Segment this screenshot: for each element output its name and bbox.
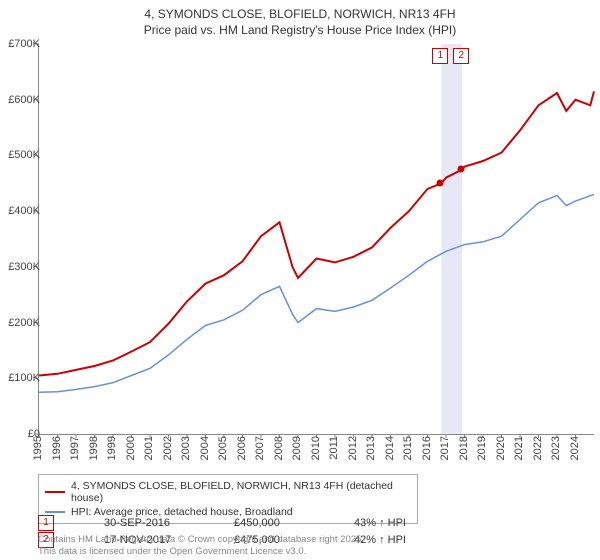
marker-dot [458,166,465,173]
x-axis-tick-label: 2011 [328,436,340,460]
transaction-delta: 43% ↑ HPI [354,517,406,529]
x-axis-tick-label: 2022 [532,436,544,460]
footer-copyright: Contains HM Land Registry data © Crown c… [38,534,364,546]
x-axis-tick-label: 2002 [162,436,174,460]
x-axis-tick-label: 2024 [569,436,581,460]
x-axis-tick-label: 2005 [217,436,229,460]
x-axis-tick-label: 2012 [347,436,359,460]
x-axis-tick-label: 2010 [310,436,322,460]
marker-flag: 2 [453,48,469,64]
x-axis-tick-label: 2004 [199,436,211,460]
marker-flag: 1 [432,48,448,64]
x-axis-tick-label: 2018 [458,436,470,460]
series-line [39,194,594,392]
x-axis-tick-label: 2015 [402,436,414,460]
x-axis-tick-label: 1999 [106,436,118,460]
x-axis-tick-label: 2019 [476,436,488,460]
chart-title-line1: 4, SYMONDS CLOSE, BLOFIELD, NORWICH, NR1… [0,6,600,22]
x-axis-tick-label: 1996 [51,436,63,460]
x-axis-tick-label: 2003 [180,436,192,460]
x-axis-tick-label: 1995 [32,436,44,460]
x-axis-tick-label: 2009 [291,436,303,460]
x-axis-tick-label: 2023 [550,436,562,460]
y-axis-tick-label: £400K [0,205,40,217]
x-axis-tick-label: 1998 [88,436,100,460]
legend-item: 4, SYMONDS CLOSE, BLOFIELD, NORWICH, NR1… [45,479,411,505]
series-line [39,91,594,375]
footer-license: This data is licensed under the Open Gov… [38,546,364,558]
x-axis-tick-label: 2013 [365,436,377,460]
chart-title-line2: Price paid vs. HM Land Registry's House … [0,22,600,38]
x-axis-tick-label: 2016 [421,436,433,460]
y-axis-tick-label: £200K [0,317,40,329]
chart-plot-area [38,44,594,435]
x-axis-tick-label: 2008 [273,436,285,460]
x-axis-tick-label: 2014 [384,436,396,460]
transaction-price: £450,000 [234,517,304,529]
x-axis-tick-label: 2020 [495,436,507,460]
y-axis-tick-label: £100K [0,372,40,384]
legend-label: 4, SYMONDS CLOSE, BLOFIELD, NORWICH, NR1… [71,480,411,504]
x-axis-tick-label: 2000 [125,436,137,460]
y-axis-tick-label: £600K [0,94,40,106]
x-axis-tick-label: 2021 [513,436,525,460]
transaction-row: 1 30-SEP-2016 £450,000 43% ↑ HPI [38,515,406,531]
y-axis-tick-label: £300K [0,261,40,273]
transaction-marker-icon: 1 [38,515,54,531]
transaction-date: 30-SEP-2016 [104,517,184,529]
y-axis-tick-label: £700K [0,38,40,50]
x-axis-tick-label: 2006 [236,436,248,460]
legend-swatch [45,511,65,513]
x-axis-tick-label: 2017 [439,436,451,460]
x-axis-tick-label: 1997 [69,436,81,460]
y-axis-tick-label: £500K [0,149,40,161]
legend-swatch [45,491,65,493]
marker-dot [437,180,444,187]
x-axis-tick-label: 2007 [254,436,266,460]
x-axis-tick-label: 2001 [143,436,155,460]
